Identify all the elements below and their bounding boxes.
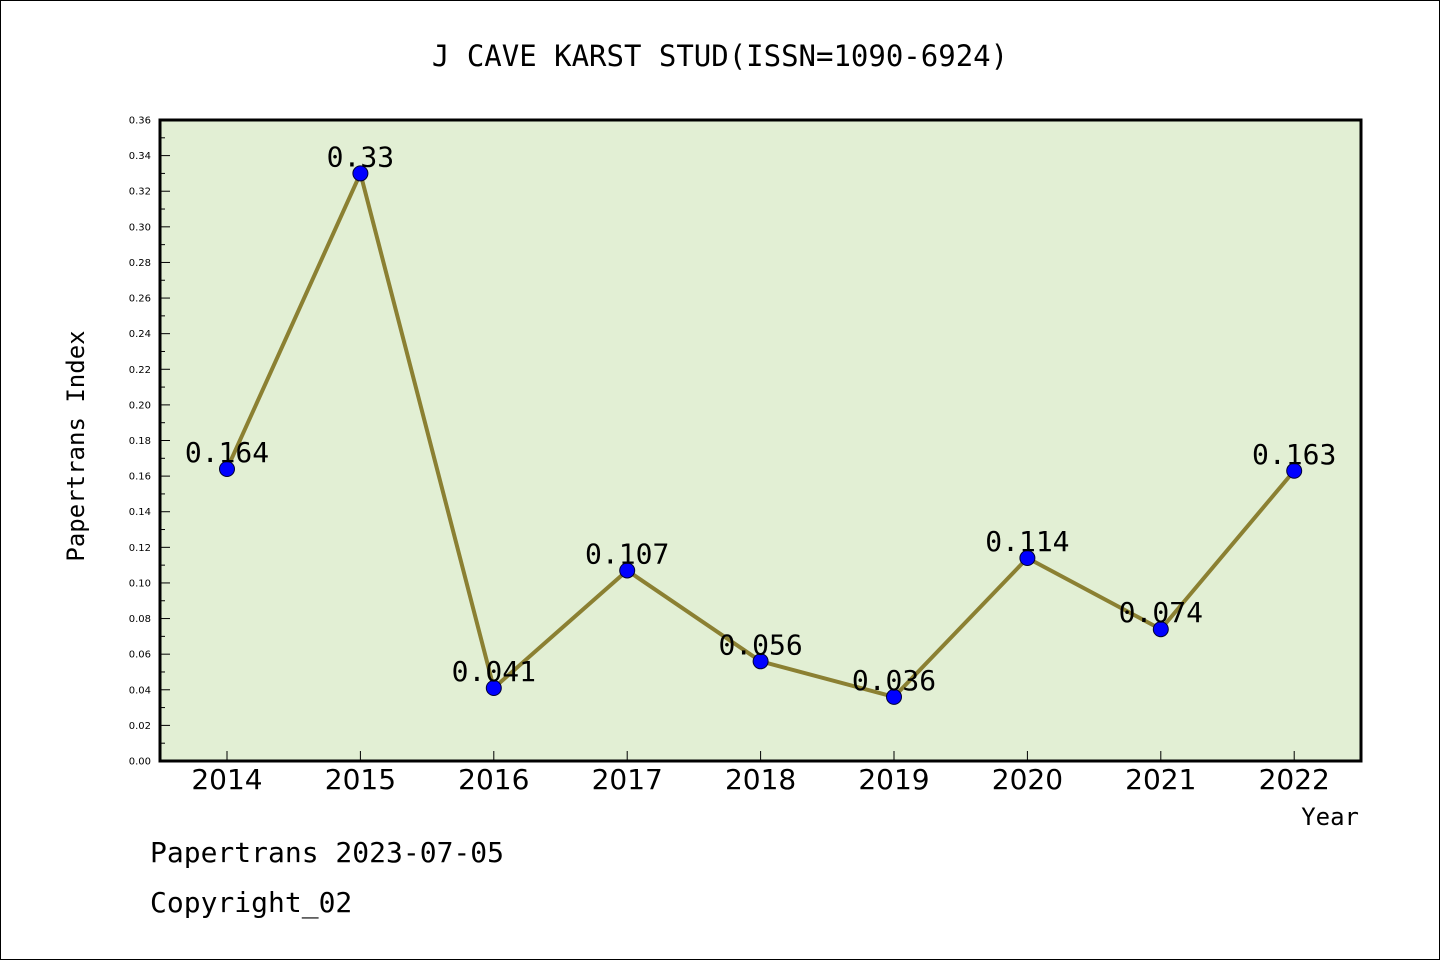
y-tick-label: 0.12 (129, 543, 151, 554)
x-tick-label: 2016 (458, 763, 529, 796)
y-axis-label: Papertrans Index (62, 330, 90, 561)
x-tick-label: 2014 (191, 763, 262, 796)
series-layer: 0.164 0.33 0.041 0.107 0.056 0.036 0.114 0.074 0… (185, 140, 1336, 705)
chart-title: J CAVE KARST STUD(ISSN=1090-6924) (432, 39, 1008, 73)
y-tick-label: 0.26 (129, 294, 151, 305)
y-tick-label: 0.06 (129, 650, 151, 661)
footer-date: Papertrans 2023-07-05 (150, 836, 505, 869)
data-point (485, 679, 502, 696)
y-tick-label: 0.14 (129, 507, 151, 518)
data-point (886, 688, 902, 705)
data-point (1286, 462, 1303, 479)
x-tick-label: 2021 (1125, 763, 1196, 796)
x-tick-label: 2020 (992, 763, 1063, 796)
data-label: 0.164 (185, 436, 269, 469)
y-tick-label: 0.08 (129, 614, 151, 625)
data-label: 0.163 (1252, 438, 1336, 471)
y-tick-label: 0.04 (129, 685, 151, 696)
x-tick-label: 2015 (325, 763, 396, 796)
data-label: 0.33 (327, 140, 394, 173)
y-tick-label: 0.18 (129, 436, 151, 447)
x-axis-label: Year (1301, 803, 1359, 831)
footer-copyright: Copyright_02 (150, 886, 353, 919)
y-tick-label: 0.16 (129, 472, 151, 483)
data-label: 0.074 (1119, 596, 1203, 629)
data-label: 0.114 (985, 525, 1069, 558)
y-tick-label: 0.24 (129, 329, 151, 340)
data-label: 0.041 (452, 655, 536, 688)
x-tick-label: 2017 (592, 763, 663, 796)
x-axis: 2014 2015 2016 2017 2018 2019 2020 2021 2022 (191, 751, 1330, 796)
y-tick-label: 0.30 (129, 222, 151, 233)
y-tick-label: 0.34 (129, 151, 151, 162)
data-point (1019, 550, 1036, 567)
y-tick-label: 0.32 (129, 187, 151, 198)
data-point (619, 562, 636, 579)
data-label: 0.036 (852, 664, 936, 697)
data-point (219, 460, 235, 477)
y-tick-label: 0.20 (129, 400, 151, 411)
y-tick-label: 0.10 (129, 578, 151, 589)
y-tick-label: 0.36 (129, 116, 151, 127)
data-point (352, 165, 369, 182)
x-tick-label: 2022 (1259, 763, 1330, 796)
x-tick-label: 2019 (858, 763, 929, 796)
y-tick-label: 0.22 (129, 365, 151, 376)
x-tick-label: 2018 (725, 763, 796, 796)
data-point (1152, 621, 1169, 638)
y-axis: 0.00 0.02 0.04 0.06 0.08 0.10 0.12 0.14 0.16 0.18… (129, 116, 170, 768)
y-tick-label: 0.02 (129, 721, 151, 732)
data-point (752, 653, 769, 670)
data-label: 0.107 (585, 537, 669, 570)
y-tick-label: 0.28 (129, 258, 151, 269)
y-tick-label: 0.00 (129, 757, 151, 768)
data-label: 0.056 (718, 628, 802, 661)
